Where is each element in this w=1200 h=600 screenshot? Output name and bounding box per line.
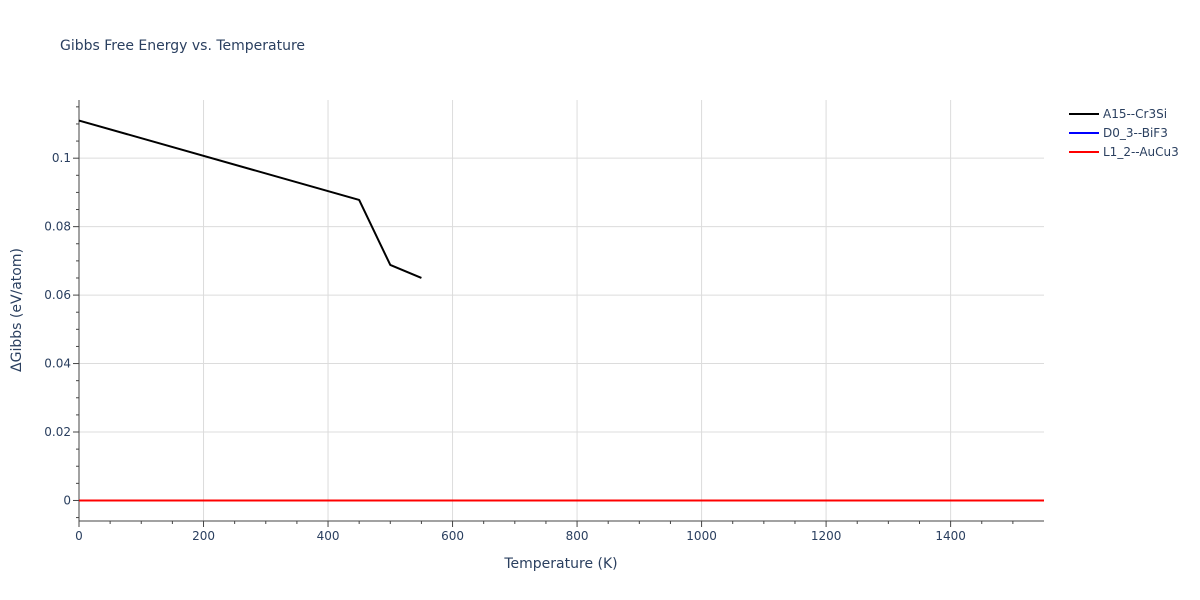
x-tick-label: 1400 xyxy=(935,529,966,543)
x-tick-label: 0 xyxy=(75,529,83,543)
series-line-a15-cr3si xyxy=(78,119,422,279)
x-tick-label: 1000 xyxy=(686,529,717,543)
x-tick-label: 600 xyxy=(441,529,464,543)
x-tick-label: 400 xyxy=(317,529,340,543)
legend-label-d03: D0_3--BiF3 xyxy=(1103,126,1168,140)
y-tick-label: 0.08 xyxy=(44,220,71,234)
legend-label-l12: L1_2--AuCu3 xyxy=(1103,145,1179,159)
y-tick-label: 0.06 xyxy=(44,288,71,302)
x-tick-label: 200 xyxy=(192,529,215,543)
x-tick-label: 1200 xyxy=(811,529,842,543)
y-axis-title: ΔGibbs (eV/atom) xyxy=(9,248,25,372)
x-tick-label: 800 xyxy=(566,529,589,543)
y-tick-label: 0.02 xyxy=(44,425,71,439)
series-layer xyxy=(78,119,1044,502)
legend-item-l12[interactable]: L1_2--AuCu3 xyxy=(1069,145,1179,159)
y-tick-label: 0 xyxy=(63,493,71,507)
x-axis-title: Temperature (K) xyxy=(503,556,617,572)
y-tick-label: 0.1 xyxy=(52,151,71,165)
chart-title: Gibbs Free Energy vs. Temperature xyxy=(60,38,305,54)
axes-layer: 0 200 400 600 800 1000 1200 1400 0 0.02 0.04 0.06 0.… xyxy=(44,100,1044,543)
legend-item-d03[interactable]: D0_3--BiF3 xyxy=(1069,126,1168,140)
legend-label-a15: A15--Cr3Si xyxy=(1103,107,1167,121)
grid-layer xyxy=(79,100,1044,521)
y-tick-label: 0.04 xyxy=(44,357,71,371)
legend: A15--Cr3Si D0_3--BiF3 L1_2--AuCu3 xyxy=(1069,107,1179,159)
legend-item-a15[interactable]: A15--Cr3Si xyxy=(1069,107,1167,121)
